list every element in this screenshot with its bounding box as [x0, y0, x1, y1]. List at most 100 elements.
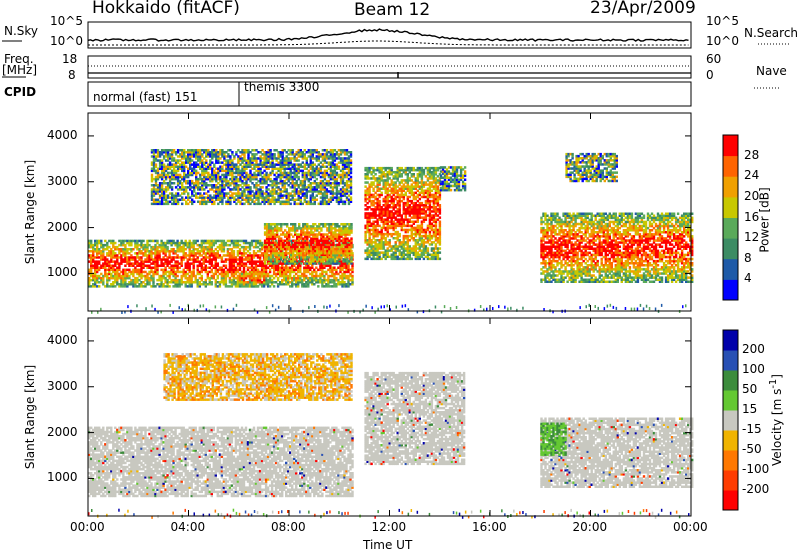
echo-cell: [317, 278, 320, 282]
echo-cell: [88, 254, 91, 257]
echo-cell: [204, 256, 207, 259]
echo-cell: [166, 283, 169, 286]
echo-cell: [277, 173, 280, 177]
echo-cell: [166, 264, 169, 267]
echo-cell: [228, 281, 232, 284]
echo-cell: [124, 272, 127, 276]
echo-cell: [96, 256, 99, 259]
echo-cell: [136, 254, 139, 257]
echo-cell: [204, 239, 207, 243]
echo-cell: [202, 245, 205, 249]
echo-cell: [317, 285, 320, 288]
echo-cell: [166, 258, 169, 261]
echo-cell: [162, 274, 165, 278]
echo-cell: [168, 285, 171, 288]
echo-cell: [140, 262, 143, 265]
echo-cell: [228, 285, 232, 288]
echo-cell: [184, 254, 187, 257]
echo-cell: [196, 268, 199, 272]
echo-cell: [218, 281, 222, 284]
echo-cell: [160, 281, 163, 284]
echo-cell: [148, 250, 151, 253]
echo-cell: [158, 258, 161, 261]
echo-cell: [188, 245, 191, 249]
echo-cell: [190, 285, 193, 288]
echo-cell: [162, 256, 165, 259]
echo-cell: [210, 252, 213, 255]
echo-cell: [92, 256, 95, 259]
echo-cell: [208, 270, 211, 274]
echo-cell: [154, 254, 157, 257]
echo-cell: [204, 266, 207, 269]
echo-cell: [196, 270, 199, 274]
echo-cell: [190, 274, 193, 278]
echo-cell: [142, 262, 145, 265]
echo-cell: [114, 256, 117, 259]
echo-cell: [136, 248, 139, 251]
echo-cell: [138, 283, 141, 286]
echo-cell: [98, 239, 101, 243]
echo-cell: [134, 283, 137, 286]
echo-cell: [106, 252, 109, 255]
echo-cell: [236, 278, 240, 282]
echo-cell: [226, 254, 230, 257]
echo-cell: [170, 272, 173, 276]
echo-cell: [156, 278, 159, 282]
echo-cell: [96, 276, 99, 280]
echo-cell: [106, 272, 109, 276]
echo-cell: [156, 270, 159, 274]
echo-cell: [174, 264, 177, 267]
echo-cell: [194, 274, 197, 278]
echo-cell: [222, 248, 226, 251]
echo-cell: [148, 276, 151, 280]
echo-cell: [182, 243, 185, 247]
echo-cell: [102, 281, 105, 284]
echo-cell: [188, 248, 191, 251]
echo-cell: [102, 254, 105, 257]
echo-cell: [172, 272, 175, 276]
echo-cell: [150, 252, 153, 255]
echo-cell: [249, 186, 252, 189]
echo-cell: [146, 241, 149, 245]
echo-cell: [116, 266, 119, 269]
echo-cell: [172, 285, 175, 288]
echo-cell: [218, 256, 222, 259]
echo-cell: [198, 270, 201, 274]
echo-cell: [188, 262, 191, 265]
echo-cell: [188, 241, 191, 245]
echo-cell: [148, 252, 151, 255]
echo-cell: [349, 175, 353, 179]
echo-cell: [148, 258, 151, 261]
echo-cell: [214, 241, 217, 245]
echo-cell: [214, 278, 217, 282]
echo-cell: [188, 268, 191, 272]
echo-cell: [317, 190, 320, 193]
echo-cell: [104, 270, 107, 274]
echo-cell: [210, 264, 213, 267]
echo-cell: [180, 260, 183, 263]
echo-cell: [236, 241, 240, 245]
echo-cell: [206, 283, 209, 286]
echo-cell: [94, 250, 97, 253]
echo-cell: [110, 248, 113, 251]
echo-cell: [120, 274, 123, 278]
echo-cell: [120, 239, 123, 243]
echo-cell: [217, 151, 220, 154]
echo-cell: [256, 268, 260, 272]
echo-cell: [166, 270, 169, 274]
echo-cell: [102, 250, 105, 253]
echo-cell: [90, 272, 93, 276]
echo-cell: [160, 241, 163, 245]
echo-cell: [208, 256, 211, 259]
echo-cell: [146, 272, 149, 276]
echo-cell: [130, 283, 133, 286]
echo-cell: [92, 283, 95, 286]
echo-cell: [108, 268, 111, 272]
echo-cell: [202, 250, 205, 253]
noise-search-line: [88, 40, 689, 46]
echo-cell: [200, 239, 203, 243]
echo-cell: [110, 239, 113, 243]
echo-cell: [126, 283, 129, 286]
echo-cell: [146, 264, 149, 267]
echo-cell: [210, 239, 213, 243]
